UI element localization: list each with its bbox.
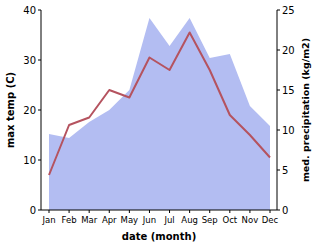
x-tick-label: Jan — [41, 215, 55, 225]
chart: 0 10 20 30 40 0 5 10 15 20 25 Jan Feb Mar Apr MayJun Jul… — [0, 0, 318, 247]
x-tick-label: Dec — [262, 215, 279, 225]
y2-tick-label: 5 — [282, 165, 288, 176]
x-tick — [249, 210, 250, 213]
y2-tick-label: 25 — [282, 5, 295, 16]
y-tick-label: 40 — [23, 5, 36, 16]
y2-tick-label: 0 — [282, 205, 288, 216]
y2-tick-label: 15 — [282, 85, 295, 96]
y2-tick — [277, 130, 280, 131]
precip-area — [49, 18, 270, 210]
plot-area — [49, 18, 270, 210]
x-tick — [129, 210, 130, 213]
x-tick — [209, 210, 210, 213]
y-tick — [38, 160, 41, 161]
x-tick — [270, 210, 271, 213]
y-label: max temp (C) — [5, 72, 16, 148]
x-tick-label: Oct — [222, 215, 237, 225]
y2-tick — [277, 170, 280, 171]
y2-tick — [277, 10, 280, 11]
y-tick-label: 10 — [23, 155, 36, 166]
x-tick — [189, 210, 190, 213]
y2-tick-label: 10 — [282, 125, 295, 136]
y2-tick — [277, 50, 280, 51]
x-tick-label: Feb — [62, 215, 77, 225]
x-tick — [49, 210, 50, 213]
y2-label: med. precipitation (kg/m2) — [300, 38, 311, 182]
y-tick — [38, 110, 41, 111]
x-axis — [41, 210, 277, 211]
y2-tick-label: 20 — [282, 45, 295, 56]
y-tick-label: 20 — [23, 105, 36, 116]
x-tick — [149, 210, 150, 213]
x-tick — [229, 210, 230, 213]
y-tick — [38, 60, 41, 61]
y2-tick — [277, 90, 280, 91]
y2-tick — [277, 210, 280, 211]
y-tick-label: 30 — [23, 55, 36, 66]
x-tick-label: May — [121, 215, 139, 225]
x-tick-label: Jun — [142, 215, 156, 225]
x-tick — [69, 210, 70, 213]
y-tick-label: 0 — [30, 205, 36, 216]
x-tick-label: Mar — [81, 215, 98, 225]
y-tick — [38, 10, 41, 11]
y2-axis — [277, 10, 278, 210]
x-tick-label: Sep — [202, 215, 218, 225]
x-tick-label: Jul — [163, 215, 174, 225]
temp-line — [49, 33, 270, 176]
x-tick-label: Nov — [242, 215, 259, 225]
x-tick — [89, 210, 90, 213]
x-tick — [109, 210, 110, 213]
x-label: date (month) — [122, 231, 196, 242]
x-tick — [169, 210, 170, 213]
y-tick — [38, 210, 41, 211]
x-tick-label: Apr — [102, 215, 117, 225]
x-tick-label: Aug — [181, 215, 198, 225]
